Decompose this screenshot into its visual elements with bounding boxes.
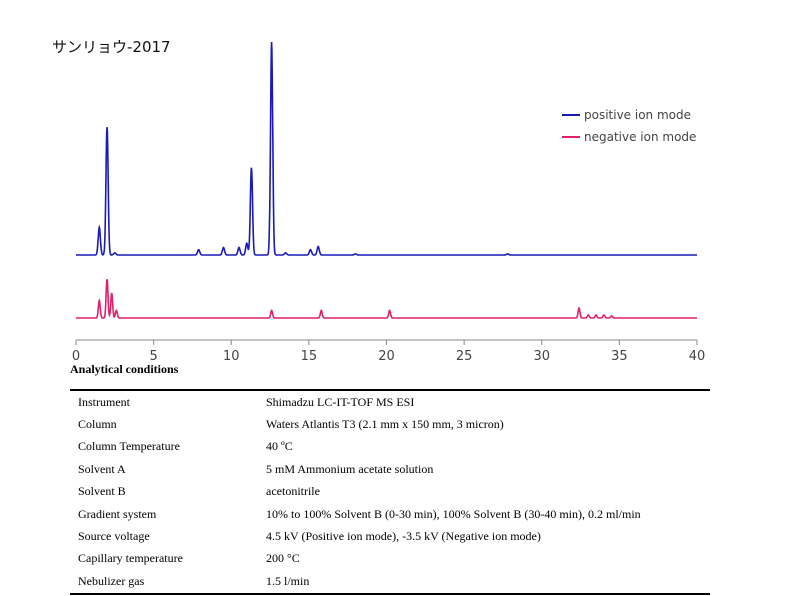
condition-key: Gradient system [78, 506, 157, 521]
condition-value: 4.5 kV (Positive ion mode), -3.5 kV (Neg… [266, 529, 541, 544]
conditions-row: Source voltage 4.5 kV (Positive ion mode)… [70, 525, 710, 547]
negative-ion-trace [76, 279, 697, 319]
conditions-row: Solvent B acetonitrile [70, 481, 710, 503]
conditions-row: Gradient system 10% to 100% Solvent B (0-… [70, 503, 710, 525]
condition-value: Shimadzu LC-IT-TOF MS ESI [258, 388, 710, 414]
legend: positive ion mode negative ion mode [562, 108, 696, 144]
condition-value: 200 °C [266, 551, 300, 566]
condition-value: 40 ºC [266, 439, 293, 454]
condition-key: Source voltage [78, 529, 150, 544]
condition-value: acetonitrile [266, 484, 320, 499]
conditions-row: Column Temperature 40 ºC [70, 436, 710, 458]
x-axis: 0 5 10 15 20 25 30 35 40 [72, 339, 706, 364]
chart-title: サンリョウ-2017 [52, 38, 171, 56]
legend-positive-label: positive ion mode [584, 108, 691, 122]
x-tick-label: 40 [689, 349, 706, 364]
conditions-heading: Analytical conditions [70, 362, 179, 376]
condition-key: Column [78, 417, 117, 432]
conditions-row: Solvent A 5 mM Ammonium acetate solution [70, 458, 710, 480]
condition-value: 5 mM Ammonium acetate solution [266, 461, 434, 476]
conditions-row: Nebulizer gas 1.5 l/min [70, 570, 710, 595]
x-tick-label: 30 [533, 349, 550, 364]
x-tick-label: 35 [611, 349, 628, 364]
conditions-row: Column Waters Atlantis T3 (2.1 mm x 150 m… [70, 413, 710, 435]
condition-key: Capillary temperature [78, 551, 183, 566]
conditions-row: Capillary temperature 200 °C [70, 548, 710, 570]
condition-value: 10% to 100% Solvent B (0-30 min), 100% S… [266, 506, 641, 521]
x-tick-label: 20 [378, 349, 395, 364]
condition-key: Solvent B [78, 484, 126, 499]
condition-key: Nebulizer gas [70, 570, 258, 595]
positive-ion-trace [76, 41, 697, 256]
chromatogram-chart: 0 5 10 15 20 25 30 35 40 positive ion mode negat… [72, 41, 706, 364]
conditions-row: Instrument Shimadzu LC-IT-TOF MS ESI [70, 388, 710, 414]
x-tick-label: 10 [223, 349, 240, 364]
conditions-table: Instrument Shimadzu LC-IT-TOF MS ESI Colum… [70, 388, 710, 595]
chromatogram-traces [76, 41, 697, 319]
condition-value: 1.5 l/min [258, 570, 710, 595]
condition-key: Instrument [70, 388, 258, 414]
x-tick-label: 25 [456, 349, 473, 364]
condition-key: Solvent A [78, 461, 126, 476]
condition-key: Column Temperature [78, 439, 180, 454]
x-tick-label: 15 [301, 349, 318, 364]
legend-negative-label: negative ion mode [584, 130, 696, 144]
x-tick-label: 5 [149, 349, 157, 364]
condition-value: Waters Atlantis T3 (2.1 mm x 150 mm, 3 m… [266, 417, 504, 432]
x-tick-label: 0 [72, 349, 80, 364]
